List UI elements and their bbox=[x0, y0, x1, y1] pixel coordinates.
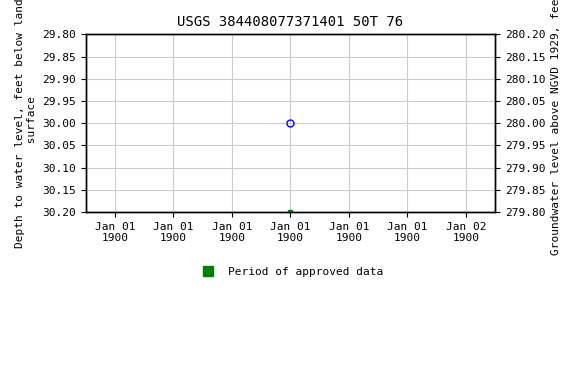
Title: USGS 384408077371401 50T 76: USGS 384408077371401 50T 76 bbox=[177, 15, 403, 29]
Legend: Period of approved data: Period of approved data bbox=[193, 262, 388, 281]
Y-axis label: Depth to water level, feet below land
 surface: Depth to water level, feet below land su… bbox=[15, 0, 37, 248]
Y-axis label: Groundwater level above NGVD 1929, feet: Groundwater level above NGVD 1929, feet bbox=[551, 0, 561, 255]
